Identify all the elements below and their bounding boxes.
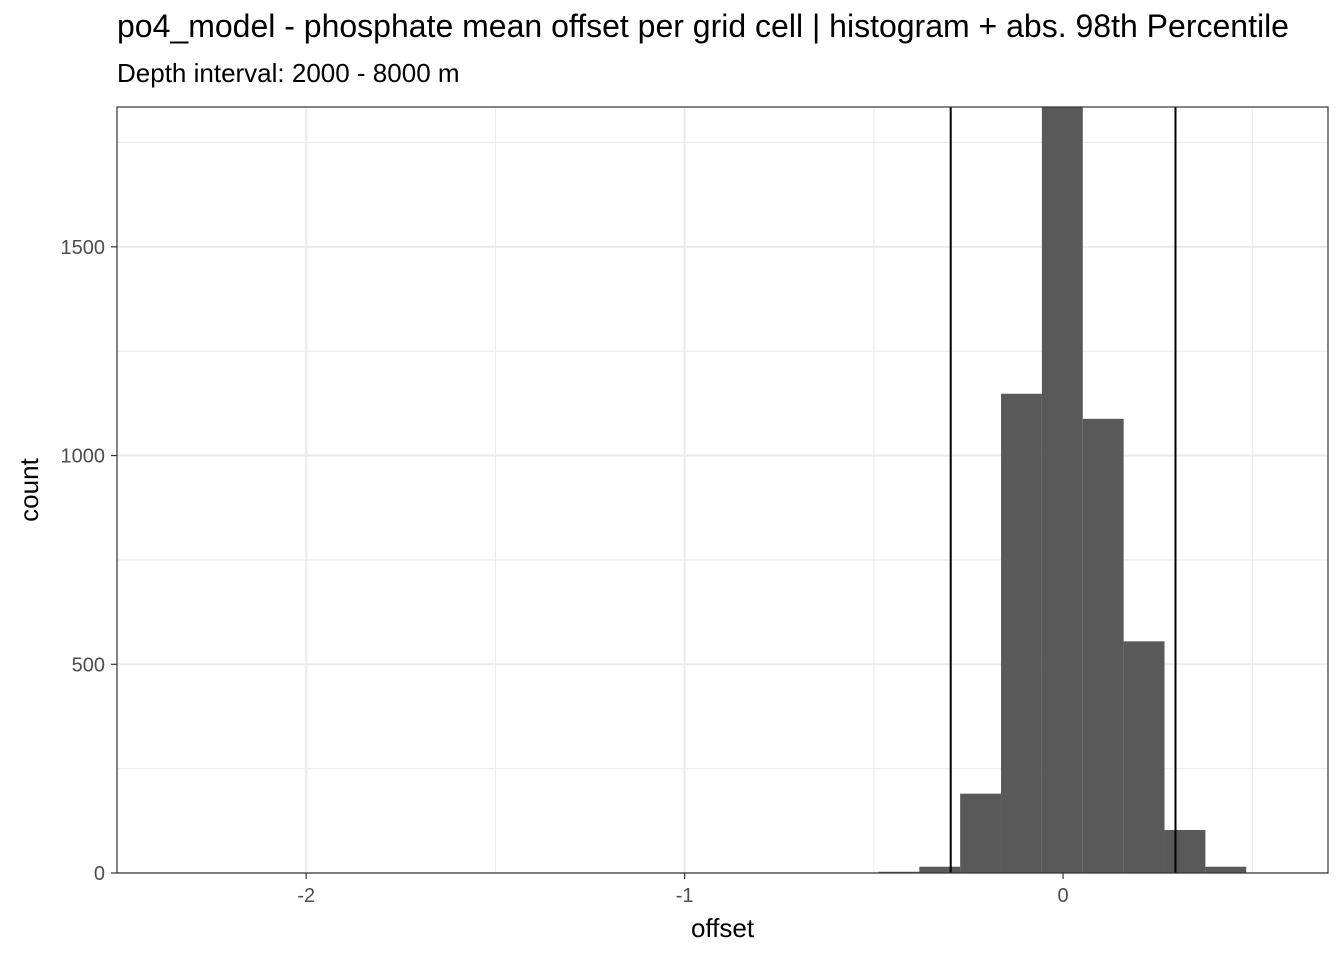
histogram-bar	[1082, 418, 1124, 873]
y-axis-title: count	[14, 457, 44, 521]
y-tick-label: 0	[94, 863, 105, 885]
y-tick-label: 1500	[61, 237, 106, 259]
x-axis-title: offset	[691, 913, 755, 943]
y-tick-label: 500	[72, 654, 105, 676]
histogram-bar	[919, 866, 961, 873]
panel-border	[116, 106, 1329, 874]
histogram-bars	[878, 107, 1247, 873]
histogram-bar	[1164, 830, 1206, 873]
histogram-bar	[1041, 107, 1083, 873]
histogram-bar	[1001, 393, 1042, 873]
histogram-bar	[1123, 641, 1165, 873]
x-tick-label: 0	[1058, 885, 1069, 907]
percentile-lines	[949, 107, 1177, 873]
x-tick-label: -2	[297, 885, 315, 907]
minor-gridlines	[116, 107, 1328, 873]
histogram-bar	[1205, 866, 1247, 873]
y-axis: 0 500 1000 1500	[61, 237, 117, 885]
histogram-bar	[878, 871, 920, 873]
y-tick-label: 1000	[61, 446, 106, 468]
x-axis: -2 -1 0	[297, 873, 1069, 907]
x-tick-label: -1	[676, 885, 694, 907]
chart-subtitle: Depth interval: 2000 - 8000 m	[117, 58, 460, 88]
histogram-bar	[960, 793, 1002, 873]
chart-title: po4_model - phosphate mean offset per gr…	[117, 8, 1289, 44]
